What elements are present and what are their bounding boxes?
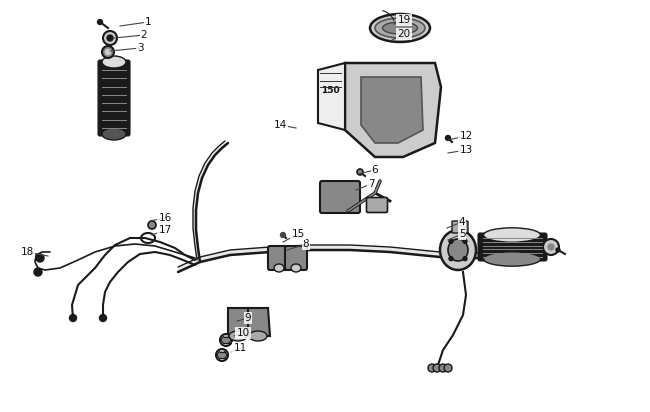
Polygon shape: [248, 308, 270, 336]
Text: 4: 4: [459, 217, 465, 227]
Ellipse shape: [229, 331, 247, 341]
Text: 14: 14: [274, 120, 287, 130]
Circle shape: [36, 254, 44, 262]
Circle shape: [463, 239, 467, 243]
Text: 10: 10: [237, 328, 250, 338]
Circle shape: [34, 268, 42, 276]
Circle shape: [98, 19, 103, 24]
Text: 16: 16: [159, 213, 172, 223]
Circle shape: [439, 364, 447, 372]
Text: 20: 20: [397, 29, 411, 39]
Circle shape: [433, 364, 441, 372]
Ellipse shape: [440, 230, 476, 270]
Text: 150: 150: [321, 86, 339, 94]
Circle shape: [148, 221, 156, 229]
Circle shape: [103, 31, 117, 45]
Ellipse shape: [249, 331, 267, 341]
Polygon shape: [228, 308, 250, 336]
FancyBboxPatch shape: [99, 61, 129, 136]
Circle shape: [281, 232, 285, 237]
Circle shape: [99, 314, 107, 321]
Ellipse shape: [102, 56, 126, 68]
Ellipse shape: [484, 228, 541, 242]
Polygon shape: [345, 63, 441, 157]
Circle shape: [107, 35, 113, 41]
Circle shape: [463, 257, 467, 261]
Polygon shape: [361, 77, 423, 143]
Circle shape: [223, 337, 229, 343]
FancyBboxPatch shape: [285, 246, 307, 270]
Circle shape: [449, 257, 453, 261]
Text: 1: 1: [145, 17, 151, 27]
Circle shape: [102, 46, 114, 58]
Ellipse shape: [448, 239, 468, 261]
FancyBboxPatch shape: [268, 246, 290, 270]
Ellipse shape: [484, 252, 541, 266]
Ellipse shape: [291, 264, 301, 272]
Text: 19: 19: [397, 15, 411, 25]
Text: 7: 7: [368, 179, 374, 189]
Ellipse shape: [274, 264, 284, 272]
Circle shape: [543, 239, 559, 255]
Ellipse shape: [382, 22, 417, 34]
Text: 9: 9: [244, 313, 252, 323]
FancyBboxPatch shape: [478, 234, 547, 260]
Text: 18: 18: [20, 247, 34, 257]
Circle shape: [445, 136, 450, 140]
Circle shape: [216, 349, 228, 361]
Circle shape: [220, 334, 232, 346]
Text: 5: 5: [459, 229, 465, 239]
Text: 2: 2: [140, 30, 148, 40]
Text: 3: 3: [136, 43, 143, 53]
Circle shape: [556, 248, 560, 252]
Text: 12: 12: [460, 131, 473, 141]
Text: 13: 13: [460, 145, 473, 155]
Ellipse shape: [375, 18, 425, 38]
Text: 6: 6: [372, 165, 378, 175]
Ellipse shape: [102, 128, 126, 140]
Circle shape: [444, 364, 452, 372]
Circle shape: [70, 314, 77, 321]
Text: 8: 8: [303, 239, 309, 249]
FancyBboxPatch shape: [452, 221, 468, 233]
FancyBboxPatch shape: [367, 197, 387, 213]
Polygon shape: [318, 63, 345, 130]
Text: 17: 17: [159, 225, 172, 235]
FancyBboxPatch shape: [320, 181, 360, 213]
Circle shape: [428, 364, 436, 372]
Circle shape: [449, 239, 453, 243]
Circle shape: [219, 352, 225, 358]
Circle shape: [548, 244, 554, 250]
Text: 11: 11: [233, 343, 246, 353]
Circle shape: [105, 49, 110, 54]
Circle shape: [357, 169, 363, 175]
Text: 15: 15: [291, 229, 305, 239]
Ellipse shape: [370, 14, 430, 42]
